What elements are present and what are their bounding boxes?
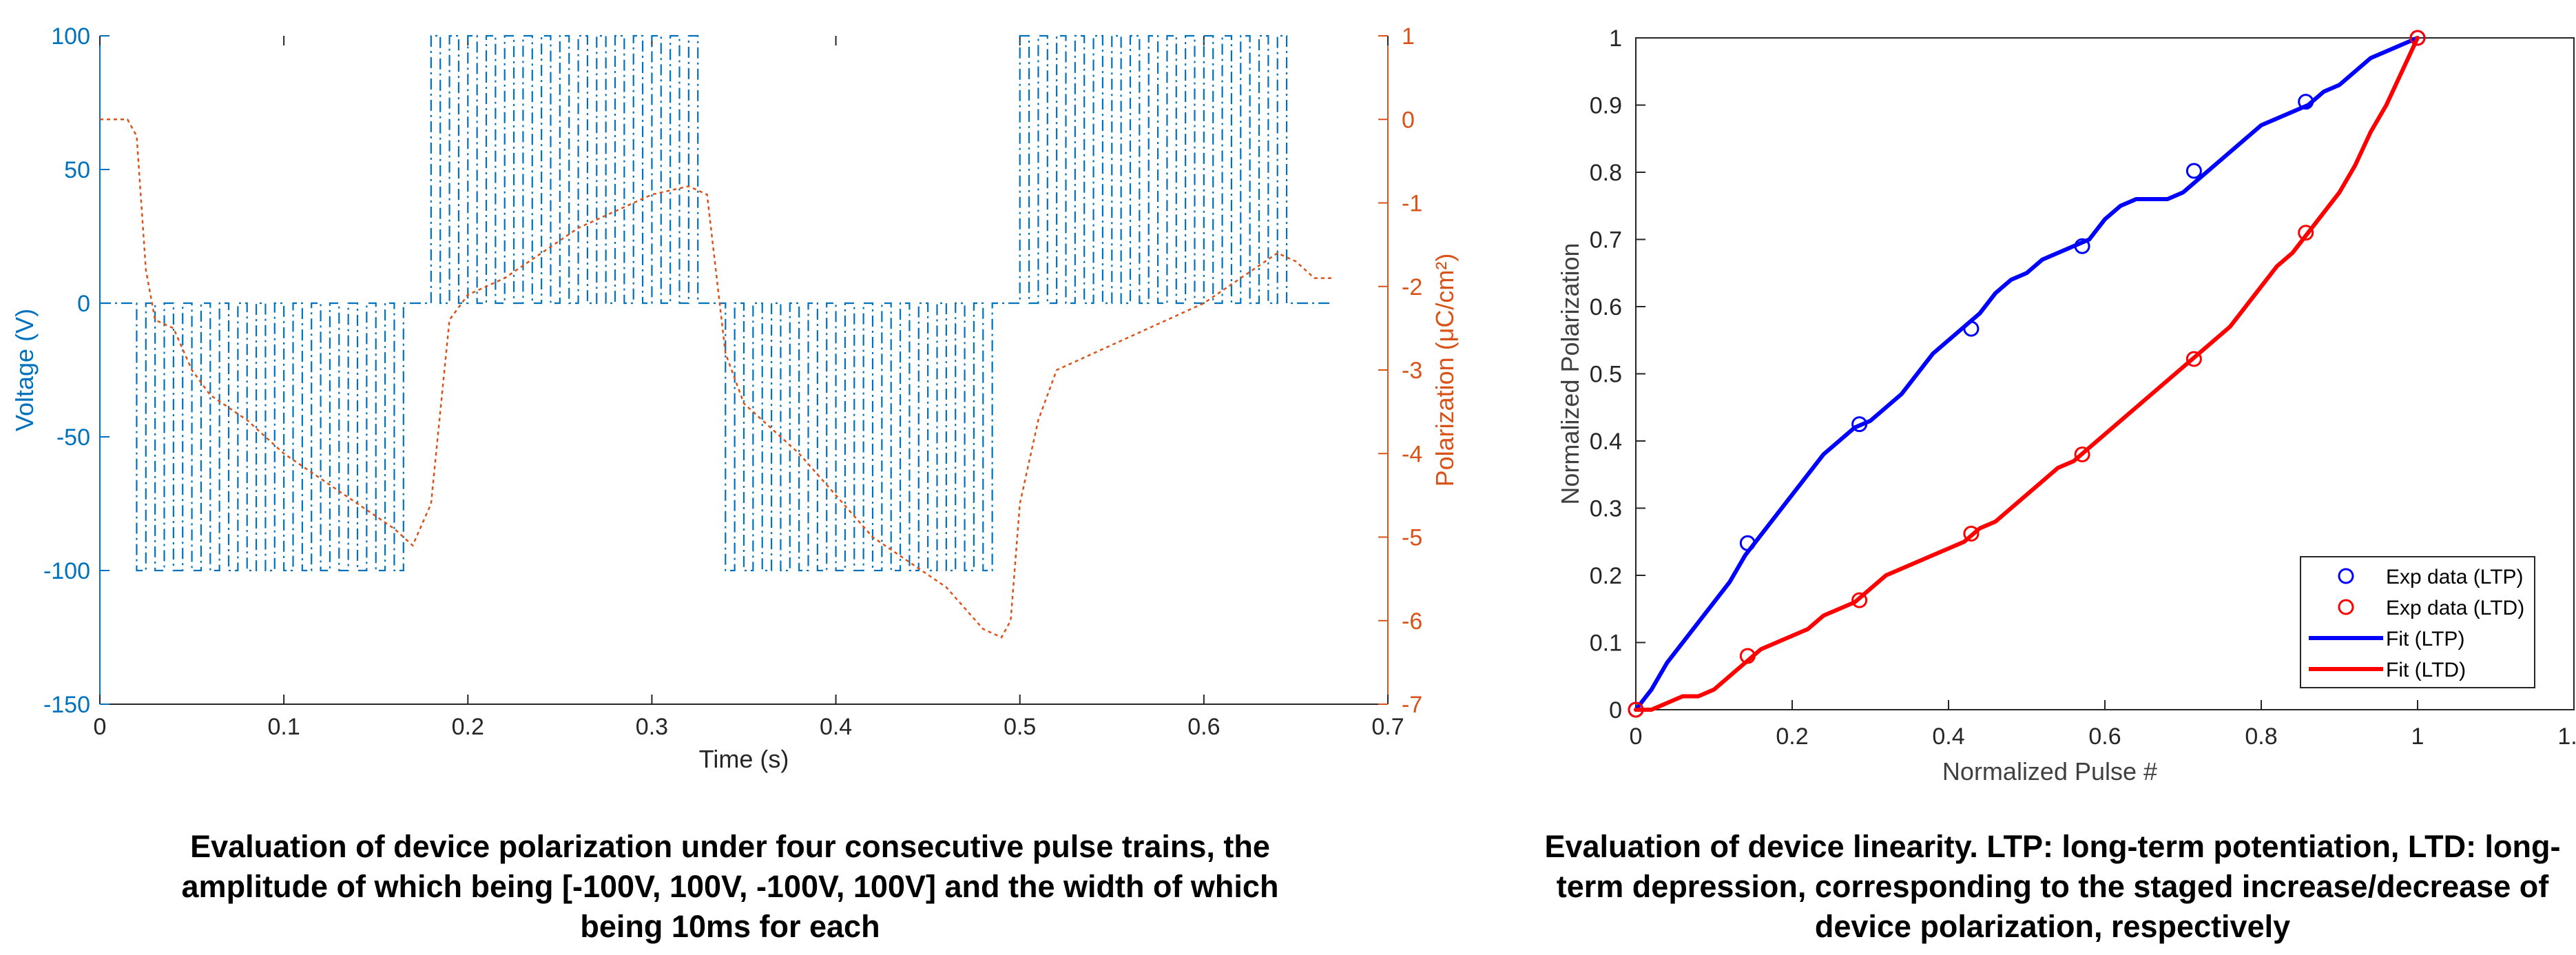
y-tick-label-polarization: -6 [1402, 608, 1422, 635]
point-exp-ltp [1963, 320, 1980, 337]
y-axis-label-polarization: Polarization (μC/cm²) [1431, 254, 1459, 487]
point-exp-ltp [2074, 238, 2090, 254]
y-tick-label-voltage: -150 [43, 692, 90, 718]
y-tick-label-polarization: -1 [1402, 191, 1422, 217]
series-voltage [100, 34, 1333, 572]
y-tick-label: 0.3 [1590, 496, 1622, 522]
point-exp-ltd [1739, 648, 1756, 664]
y-tick-label: 0 [1609, 697, 1622, 723]
chart-linearity: 0 0.2 0.4 0.6 0.8 1 1.2 0 0.1 0.2 0.3 0.4 0.5 0.6 0.7 0… [1556, 25, 2576, 785]
y-tick-label: 0.7 [1590, 227, 1622, 254]
x-tick-label: 0.8 [2245, 723, 2277, 750]
legend-label: Fit (LTP) [2386, 628, 2464, 650]
y-tick-label-polarization: 0 [1402, 107, 1415, 133]
legend-marker [2338, 599, 2354, 615]
x-tick-label: 0.2 [452, 714, 484, 740]
point-exp-ltp [1851, 416, 1868, 433]
point-exp-ltd [2185, 351, 2202, 367]
y-tick-label-polarization: -3 [1402, 358, 1422, 384]
y-axis-label-voltage: Voltage (V) [10, 309, 39, 431]
x-tick-label: 0.6 [2088, 723, 2121, 750]
y-tick-label: 0.6 [1590, 294, 1622, 320]
point-exp-ltd [1628, 701, 1644, 718]
x-tick-label: 1.2 [2557, 723, 2576, 750]
x-tick-label: 0.7 [1371, 714, 1404, 740]
y-tick-label: 0.9 [1590, 93, 1622, 119]
point-exp-ltp [1739, 535, 1756, 551]
point-exp-ltd [1963, 526, 1980, 542]
y-axis-label: Normalized Polarization [1556, 243, 1584, 504]
y-tick-label-polarization: -5 [1402, 525, 1422, 551]
y-tick-label-voltage: 100 [51, 23, 90, 50]
point-exp-ltd [2409, 30, 2426, 46]
y-tick-label: 1 [1609, 25, 1622, 52]
y-tick-label-voltage: 0 [77, 291, 90, 317]
legend-label: Exp data (LTD) [2386, 597, 2524, 619]
y-tick-label: 0.1 [1590, 630, 1622, 657]
x-tick-label: 1 [2411, 723, 2424, 750]
y-tick-label: 0.8 [1590, 160, 1622, 186]
y-tick-label-polarization: -7 [1402, 692, 1422, 718]
point-exp-ltd [1851, 592, 1868, 608]
y-tick-label-voltage: -100 [43, 558, 90, 584]
series-polarization [100, 119, 1333, 639]
point-exp-ltd [2298, 225, 2314, 241]
x-tick-label: 0.1 [268, 714, 300, 740]
legend-label: Exp data (LTP) [2386, 566, 2524, 588]
y-tick-label-polarization: -4 [1402, 441, 1422, 467]
x-tick-label: 0.2 [1776, 723, 1808, 750]
series-fit-ltp [1634, 36, 2420, 712]
legend-marker [2338, 568, 2354, 584]
x-tick-label: 0.4 [1932, 723, 1964, 750]
x-axis-label: Normalized Pulse # [1942, 757, 2157, 785]
caption-left: Evaluation of device polarization under … [181, 829, 1279, 944]
y-tick-label-polarization: -2 [1402, 274, 1422, 300]
series-fit-ltd [1634, 36, 2420, 712]
x-tick-label: 0.3 [636, 714, 668, 740]
x-tick-label: 0.6 [1187, 714, 1220, 740]
chart-voltage-polarization: 0 0.1 0.2 0.3 0.4 0.5 0.6 0.7-150-100-50050100-… [10, 23, 1459, 773]
point-exp-ltd [2074, 446, 2090, 462]
x-axis-label: Time (s) [699, 745, 789, 773]
x-tick-label: 0.5 [1004, 714, 1036, 740]
x-tick-label: 0 [1630, 723, 1643, 750]
legend-label: Fit (LTD) [2386, 659, 2466, 681]
y-tick-label: 0.2 [1590, 563, 1622, 589]
y-tick-label: 0.4 [1590, 429, 1622, 455]
point-exp-ltp [2185, 163, 2202, 179]
x-tick-label: 0.4 [820, 714, 852, 740]
x-tick-label: 0 [94, 714, 107, 740]
y-tick-label-voltage: 50 [64, 157, 90, 183]
y-tick-label-voltage: -50 [56, 424, 90, 451]
y-tick-label: 0.5 [1590, 362, 1622, 388]
caption-right: Evaluation of device linearity. LTP: lon… [1544, 829, 2561, 944]
point-exp-ltp [2298, 94, 2314, 110]
y-tick-label-polarization: 1 [1402, 23, 1415, 50]
